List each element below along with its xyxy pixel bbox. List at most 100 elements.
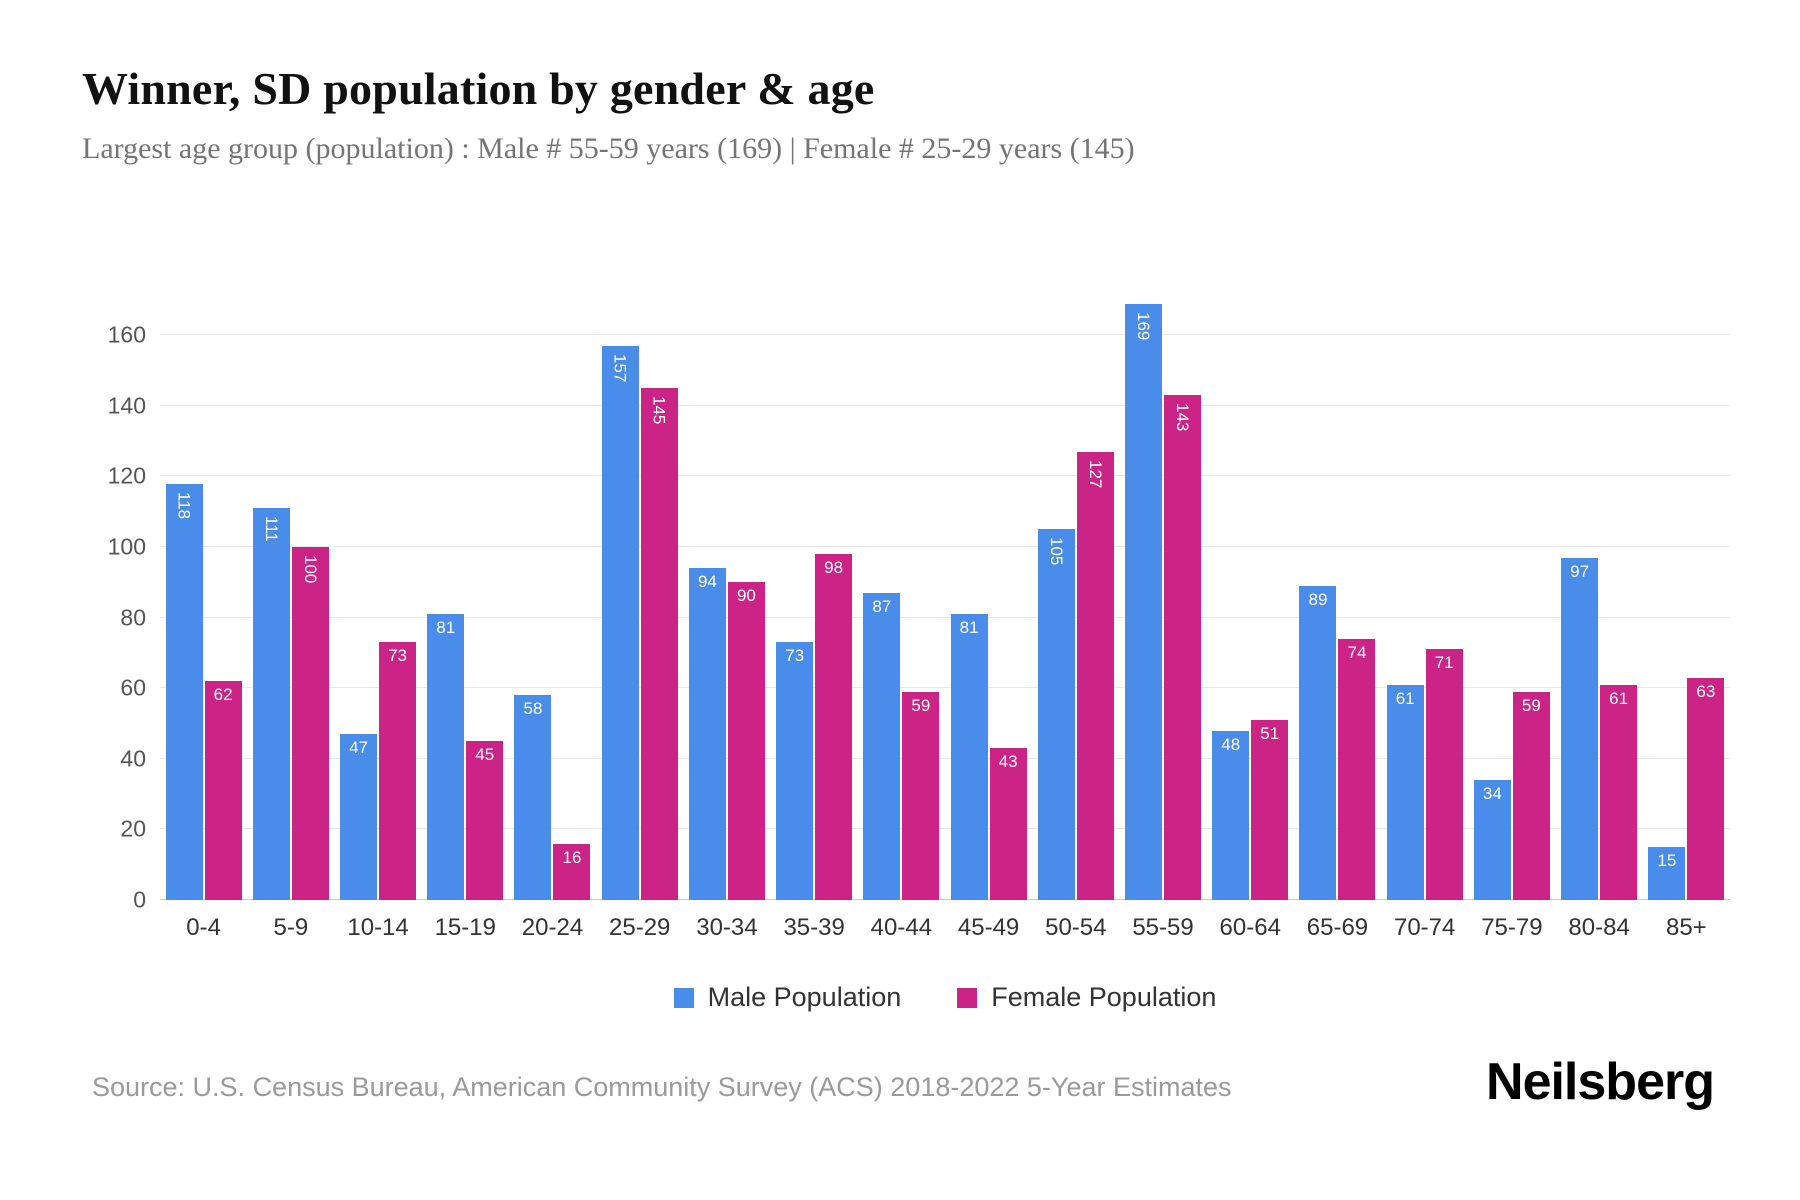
bar-female[interactable]: 73 — [379, 642, 417, 900]
bar-group: 97 61 — [1556, 300, 1643, 900]
bar-male[interactable]: 47 — [340, 734, 378, 900]
bar-value-label: 59 — [1521, 695, 1541, 715]
bar-female[interactable]: 16 — [553, 843, 591, 900]
bar-group: 89 74 — [1294, 300, 1381, 900]
x-axis-label: 0-4 — [186, 914, 221, 941]
bar-group: 105 127 — [1032, 300, 1119, 900]
plot-area: 118 62 111 100 47 73 81 45 58 16 157 145 94 90 73 98 87 5… — [160, 300, 1730, 900]
bar-value-label: 15 — [1657, 851, 1677, 871]
bar-male[interactable]: 169 — [1125, 303, 1163, 900]
x-axis-label: 30-34 — [696, 914, 758, 941]
bar-male[interactable]: 97 — [1561, 557, 1599, 900]
bar-value-label: 51 — [1260, 724, 1280, 743]
x-axis-label: 10-14 — [347, 914, 409, 941]
bar-male[interactable]: 81 — [950, 614, 988, 900]
x-axis-label: 45-49 — [957, 914, 1020, 941]
bar-value-label: 111 — [261, 516, 281, 543]
bar-value-label: 73 — [388, 646, 407, 666]
source-text: Source: U.S. Census Bureau, American Com… — [92, 1072, 1232, 1102]
bar-value-label: 98 — [824, 558, 844, 578]
gridline — [160, 899, 1730, 900]
x-axis-label: 70-74 — [1393, 914, 1456, 941]
bar-value-label: 89 — [1308, 589, 1328, 609]
y-axis-tick-label: 80 — [120, 604, 146, 631]
legend-item[interactable]: Female Population — [957, 982, 1216, 1013]
bar-female[interactable]: 100 — [291, 547, 329, 900]
bars-layer: 118 62 111 100 47 73 81 45 58 16 157 145 94 90 73 98 87 5… — [160, 300, 1730, 900]
x-axis-label: 65-69 — [1306, 914, 1369, 941]
x-axis-label: 55-59 — [1132, 914, 1194, 941]
bar-male[interactable]: 58 — [514, 695, 552, 900]
bar-value-label: 48 — [1221, 734, 1241, 754]
gridline — [160, 757, 1730, 759]
bar-group: 94 90 — [683, 300, 770, 900]
bar-male[interactable]: 15 — [1648, 847, 1686, 900]
bar-female[interactable]: 143 — [1164, 395, 1202, 900]
bar-value-label: 100 — [300, 555, 320, 584]
bar-female[interactable]: 90 — [727, 582, 765, 900]
y-axis-tick-label: 120 — [107, 462, 146, 489]
bar-value-label: 16 — [562, 847, 582, 867]
bar-male[interactable]: 81 — [427, 614, 465, 900]
bar-female[interactable]: 43 — [989, 748, 1027, 900]
bar-group: 58 16 — [509, 300, 596, 900]
bar-value-label: 73 — [785, 646, 805, 666]
legend-swatch — [957, 987, 978, 1008]
bar-group: 81 43 — [945, 300, 1032, 900]
bar-female[interactable]: 71 — [1425, 649, 1463, 900]
bar-group: 48 51 — [1207, 300, 1294, 900]
bar-value-label: 81 — [959, 618, 979, 638]
bar-male[interactable]: 48 — [1212, 730, 1250, 900]
x-axis-label: 80-84 — [1568, 914, 1630, 941]
bar-female[interactable]: 74 — [1338, 638, 1376, 900]
bar-male[interactable]: 111 — [252, 508, 290, 900]
gridline — [160, 475, 1730, 477]
bar-male[interactable]: 61 — [1386, 684, 1424, 900]
bar-value-label: 62 — [213, 685, 233, 705]
x-axis-label: 60-64 — [1219, 914, 1281, 941]
bar-female[interactable]: 62 — [204, 681, 242, 900]
x-axis-label: 25-29 — [609, 914, 671, 941]
bar-value-label: 61 — [1609, 688, 1629, 708]
gridline — [160, 687, 1730, 689]
bar-male[interactable]: 34 — [1473, 780, 1511, 900]
legend-label: Female Population — [991, 982, 1217, 1012]
bar-value-label: 34 — [1482, 784, 1502, 803]
y-axis: 0 20 40 60 80 100 120 140 160 — [60, 300, 146, 913]
x-axis-label: 35-39 — [783, 914, 845, 941]
bar-female[interactable]: 45 — [466, 741, 504, 900]
x-axis-label: 50-54 — [1045, 914, 1107, 941]
bar-value-label: 74 — [1347, 642, 1367, 662]
bar-value-label: 59 — [911, 695, 931, 715]
bar-male[interactable]: 157 — [601, 345, 639, 900]
bar-female[interactable]: 59 — [902, 691, 940, 900]
legend: Male Population Female Population — [160, 982, 1730, 1013]
bar-female[interactable]: 63 — [1687, 677, 1725, 900]
bar-group: 81 45 — [422, 300, 509, 900]
gridline — [160, 616, 1730, 618]
bar-female[interactable]: 61 — [1600, 684, 1638, 900]
bar-male[interactable]: 89 — [1299, 585, 1337, 900]
bar-value-label: 81 — [436, 618, 456, 638]
bar-male[interactable]: 94 — [688, 568, 726, 900]
gridline — [160, 404, 1730, 406]
x-axis-label: 85+ — [1665, 914, 1707, 941]
bar-male[interactable]: 118 — [165, 483, 203, 900]
bar-female[interactable]: 145 — [640, 388, 678, 900]
bar-male[interactable]: 87 — [863, 592, 901, 900]
bar-value-label: 71 — [1434, 653, 1454, 673]
bar-male[interactable]: 73 — [776, 642, 814, 900]
bar-value-label: 61 — [1395, 688, 1415, 708]
y-axis-tick-label: 160 — [107, 321, 146, 348]
bar-group: 118 62 — [160, 300, 247, 900]
bar-group: 157 145 — [596, 300, 683, 900]
bar-female[interactable]: 98 — [815, 554, 853, 900]
y-axis-tick-label: 0 — [133, 886, 146, 913]
y-axis-tick-label: 60 — [120, 674, 146, 701]
bar-male[interactable]: 105 — [1037, 529, 1075, 900]
bar-female[interactable]: 51 — [1251, 720, 1289, 900]
bar-female[interactable]: 127 — [1076, 451, 1114, 900]
legend-item[interactable]: Male Population — [673, 982, 901, 1013]
bar-female[interactable]: 59 — [1512, 691, 1550, 900]
